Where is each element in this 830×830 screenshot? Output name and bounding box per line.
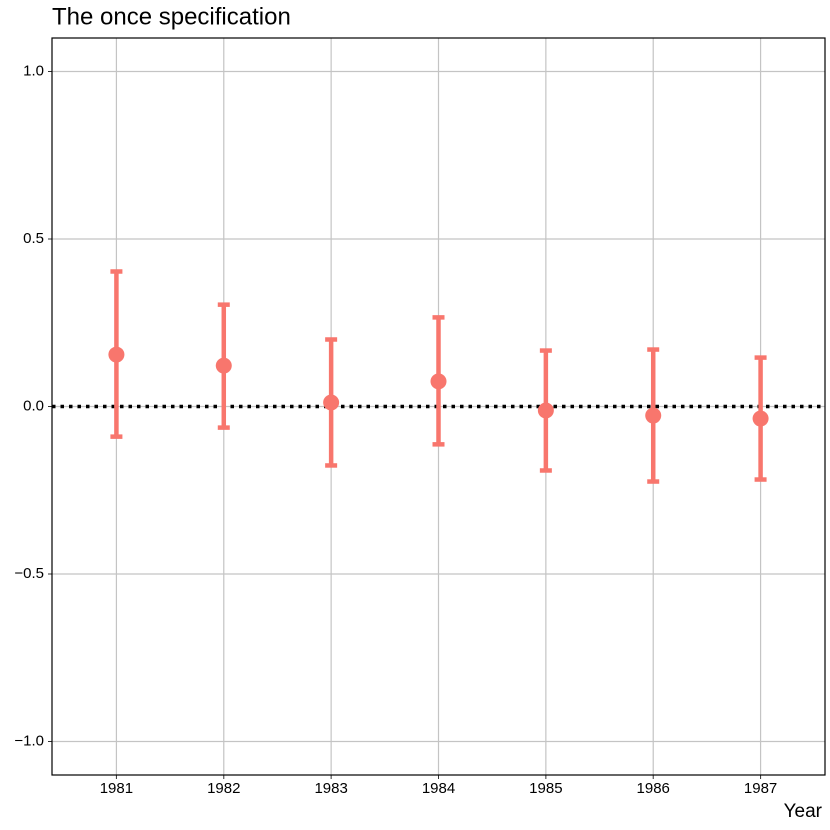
- x-tick-label: 1985: [529, 780, 562, 797]
- point: [430, 373, 447, 390]
- y-tick-label: 0.0: [23, 397, 44, 414]
- x-tick-label: 1987: [744, 780, 777, 797]
- point: [323, 394, 340, 411]
- x-tick-label: 1982: [207, 780, 240, 797]
- x-tick-label: 1986: [637, 780, 670, 797]
- point: [537, 402, 554, 419]
- point: [108, 346, 125, 363]
- x-tick-label: 1981: [100, 780, 133, 797]
- y-tick-label: −0.5: [14, 565, 44, 582]
- y-tick-label: −1.0: [14, 732, 44, 749]
- x-tick-label: 1984: [422, 780, 455, 797]
- point: [645, 407, 662, 424]
- y-tick-label: 1.0: [23, 62, 44, 79]
- x-tick-label: 1983: [314, 780, 347, 797]
- x-axis-title: Year: [784, 801, 823, 822]
- panel-border: [51, 37, 826, 776]
- y-tick-label: 0.5: [23, 230, 44, 247]
- point: [752, 410, 769, 427]
- chart-title: The once specification: [52, 3, 291, 30]
- point: [215, 357, 232, 374]
